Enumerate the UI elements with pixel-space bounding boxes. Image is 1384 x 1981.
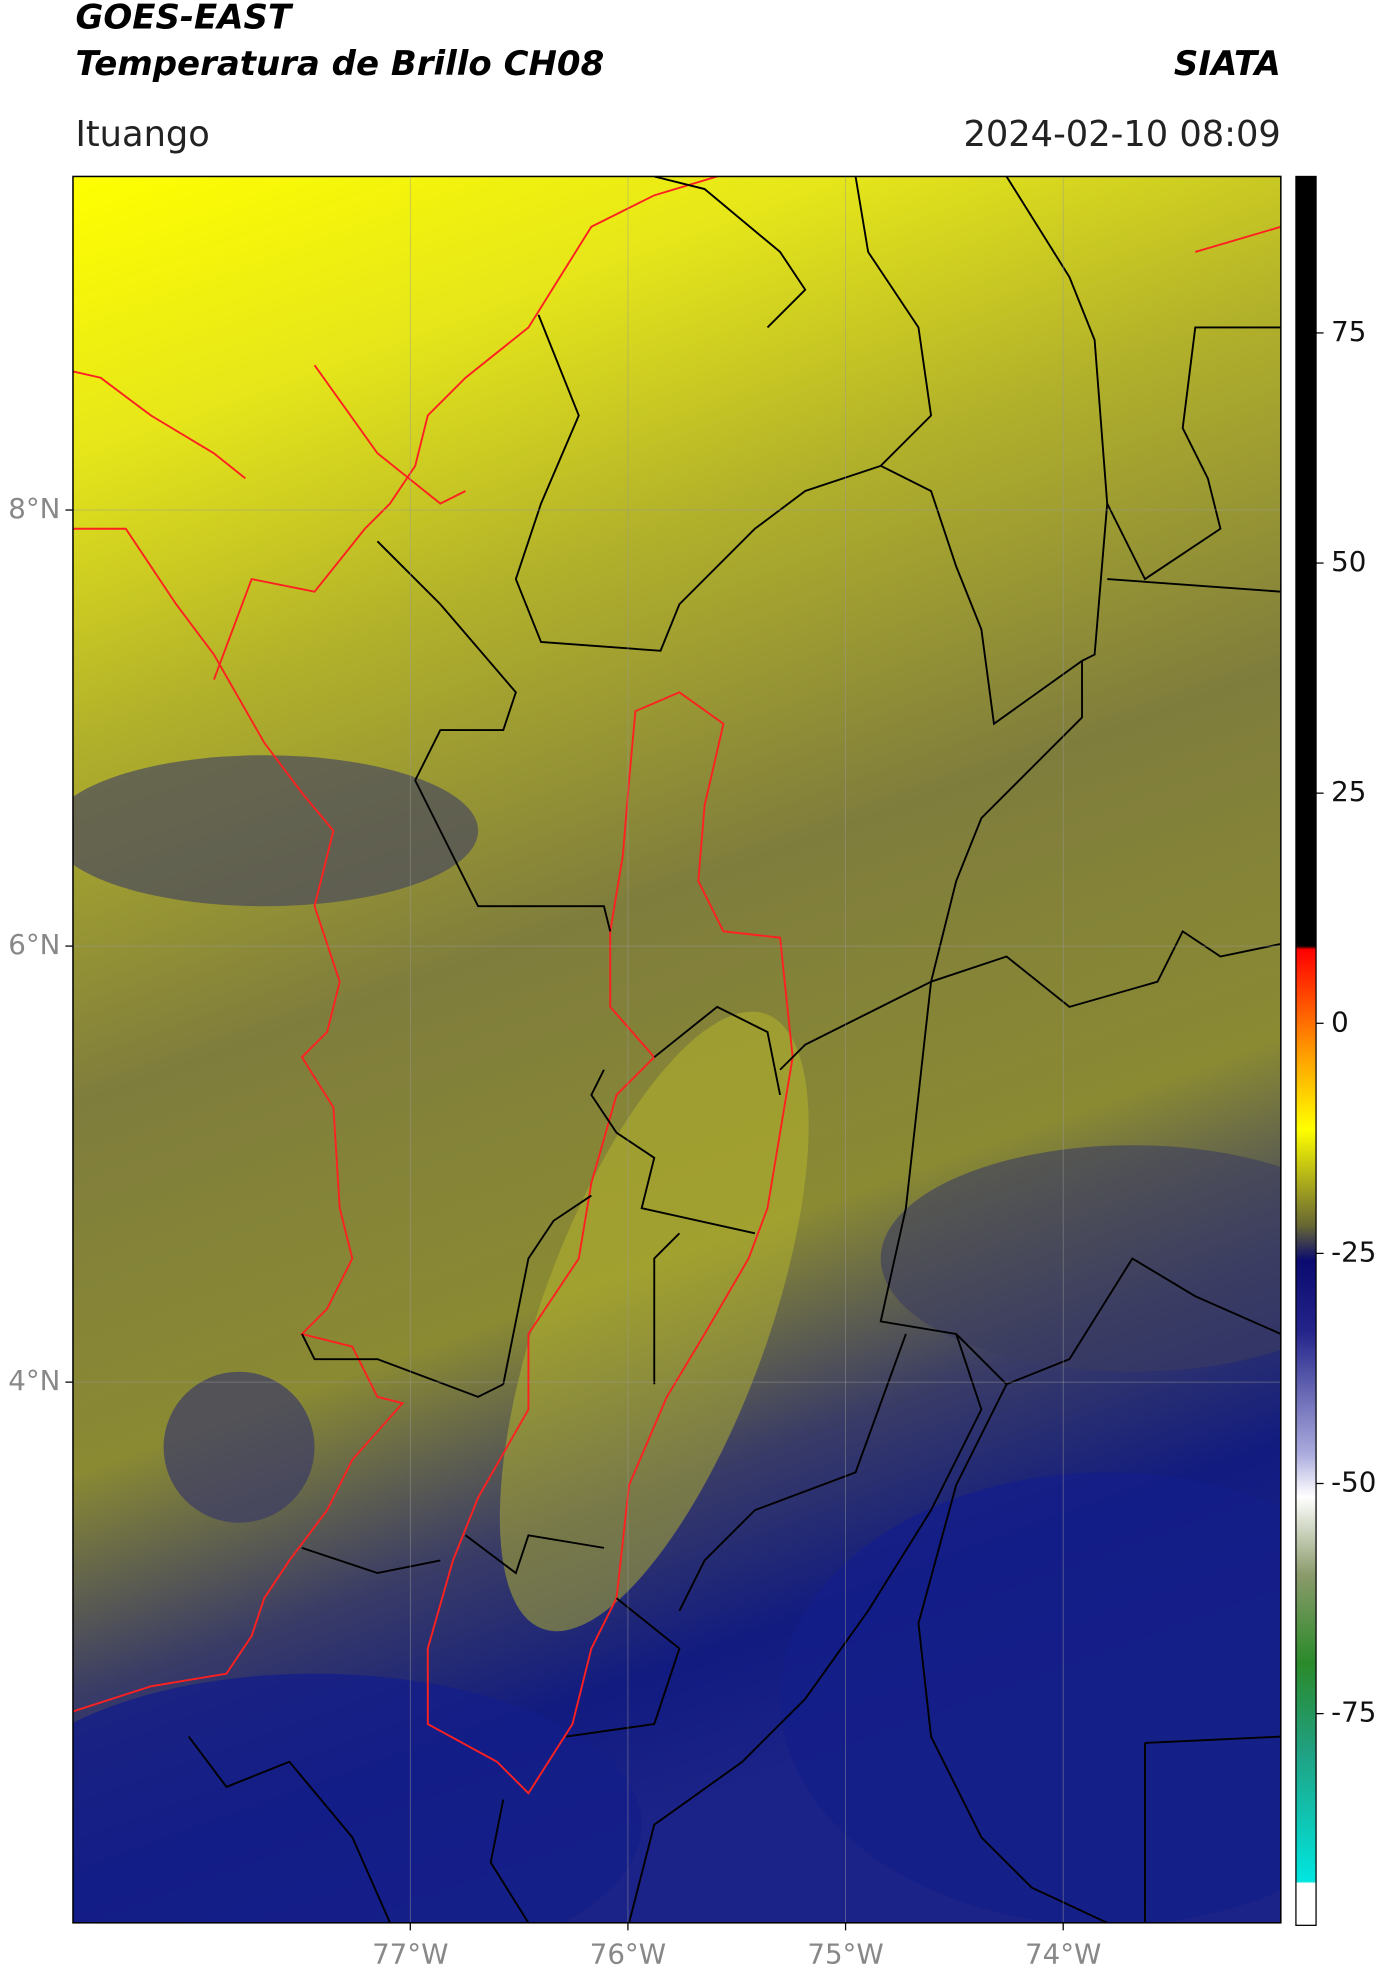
colorbar-tick-label: -75 — [1331, 1696, 1376, 1729]
colorbar-tick-label: 50 — [1331, 545, 1366, 578]
map-frame — [72, 175, 1282, 1924]
colorbar-tick-label: -50 — [1331, 1466, 1376, 1499]
source: SIATA — [1174, 44, 1281, 84]
datetime: 2024-02-10 08:09 — [963, 114, 1280, 155]
colorbar-tick-label: -25 — [1331, 1235, 1376, 1268]
lon-tick-label: 74°W — [1025, 1938, 1101, 1971]
colorbar-tick-label: 0 — [1331, 1005, 1349, 1038]
lat-tick-label: 6°N — [8, 928, 60, 961]
lat-tick-label: 8°N — [8, 492, 60, 525]
map-image — [72, 176, 1281, 1923]
lat-tick-label: 4°N — [8, 1364, 60, 1397]
colorbar-tick-label: 75 — [1331, 315, 1366, 348]
title: GOES-EAST — [75, 0, 293, 38]
subtitle: Temperatura de Brillo CH08 — [75, 44, 604, 84]
lon-tick-label: 77°W — [372, 1938, 448, 1971]
colorbar — [1295, 175, 1317, 1926]
lon-tick-label: 75°W — [807, 1938, 883, 1971]
location: Ituango — [75, 114, 209, 155]
grid — [72, 176, 1281, 1923]
lon-tick-label: 76°W — [590, 1938, 666, 1971]
colorbar-tick-label: 25 — [1331, 775, 1366, 808]
